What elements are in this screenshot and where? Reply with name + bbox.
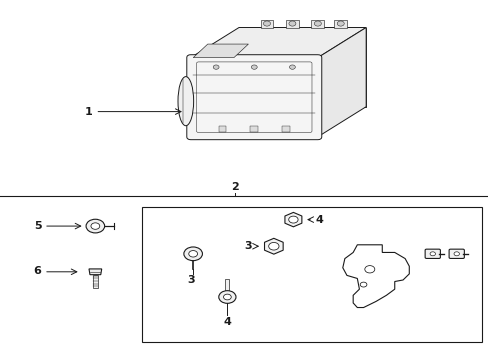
Polygon shape — [193, 44, 248, 58]
Bar — [285, 19, 298, 27]
Circle shape — [268, 242, 279, 250]
Bar — [218, 126, 226, 132]
Polygon shape — [264, 238, 283, 254]
Bar — [260, 19, 273, 27]
Circle shape — [213, 65, 219, 69]
Circle shape — [289, 65, 295, 69]
Bar — [93, 275, 98, 288]
Polygon shape — [190, 27, 366, 58]
Bar — [250, 126, 258, 132]
Polygon shape — [89, 269, 102, 275]
Text: 2: 2 — [230, 181, 238, 192]
Circle shape — [223, 294, 231, 300]
Circle shape — [86, 219, 104, 233]
Polygon shape — [239, 27, 366, 107]
Text: 6: 6 — [34, 266, 41, 276]
Circle shape — [183, 247, 202, 261]
Circle shape — [337, 21, 344, 26]
Circle shape — [314, 21, 321, 26]
Circle shape — [288, 21, 295, 26]
Bar — [311, 19, 324, 27]
Polygon shape — [317, 27, 366, 137]
Circle shape — [218, 291, 236, 303]
FancyBboxPatch shape — [186, 55, 321, 140]
Bar — [334, 19, 346, 27]
Text: 3: 3 — [186, 275, 194, 285]
Text: 4: 4 — [315, 215, 323, 225]
Circle shape — [91, 223, 100, 229]
Text: 4: 4 — [223, 317, 231, 327]
Circle shape — [188, 251, 197, 257]
Bar — [225, 279, 229, 292]
Circle shape — [453, 252, 459, 256]
Text: 5: 5 — [34, 221, 41, 231]
FancyBboxPatch shape — [448, 249, 464, 258]
Text: 1: 1 — [85, 107, 93, 117]
Polygon shape — [285, 212, 301, 227]
Circle shape — [251, 65, 257, 69]
Circle shape — [429, 252, 435, 256]
Bar — [282, 126, 289, 132]
Circle shape — [263, 21, 270, 26]
Text: 3: 3 — [244, 241, 251, 251]
Ellipse shape — [178, 77, 193, 126]
FancyBboxPatch shape — [424, 249, 440, 258]
Bar — [142, 207, 481, 342]
Circle shape — [288, 216, 298, 223]
